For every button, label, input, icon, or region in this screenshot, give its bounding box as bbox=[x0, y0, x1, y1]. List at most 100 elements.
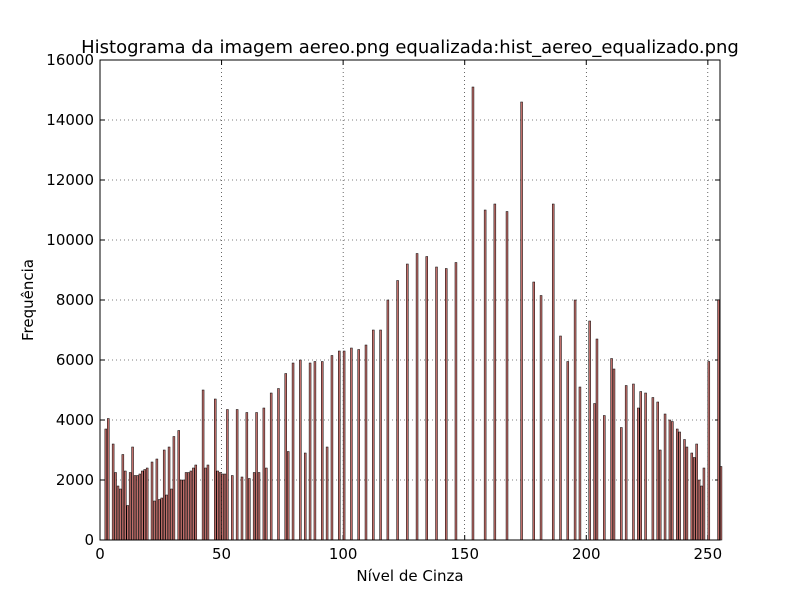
bar bbox=[262, 407, 266, 541]
bar bbox=[668, 419, 672, 541]
bar bbox=[179, 479, 183, 541]
bar bbox=[277, 388, 280, 541]
bar bbox=[245, 412, 249, 541]
bar bbox=[182, 479, 185, 541]
y-tick-label: 8000 bbox=[56, 291, 94, 309]
bar bbox=[194, 464, 198, 541]
bar bbox=[155, 458, 159, 541]
bar bbox=[165, 494, 168, 541]
bar bbox=[299, 359, 302, 541]
bar bbox=[204, 467, 207, 541]
y-tick-label: 14000 bbox=[46, 111, 94, 129]
bar bbox=[104, 428, 108, 541]
bar bbox=[145, 467, 149, 541]
bar bbox=[624, 385, 628, 541]
bar bbox=[116, 485, 120, 541]
bar bbox=[406, 263, 409, 541]
bar bbox=[150, 461, 154, 541]
bar bbox=[269, 392, 273, 541]
bar bbox=[386, 299, 390, 541]
bar bbox=[471, 86, 475, 541]
bar bbox=[678, 431, 681, 541]
bar bbox=[143, 469, 146, 541]
bar bbox=[170, 488, 173, 541]
bar bbox=[588, 320, 591, 541]
y-tick-label: 16000 bbox=[46, 51, 94, 69]
bar bbox=[445, 268, 448, 541]
bar bbox=[240, 476, 244, 541]
bar bbox=[685, 446, 689, 541]
bar bbox=[505, 211, 509, 541]
bar bbox=[342, 350, 346, 541]
bar bbox=[415, 253, 419, 541]
bar bbox=[454, 262, 458, 541]
bar bbox=[610, 358, 613, 541]
bar bbox=[364, 344, 368, 541]
bar bbox=[131, 446, 134, 541]
bar bbox=[651, 397, 655, 541]
bar bbox=[559, 335, 562, 541]
bar bbox=[578, 386, 582, 541]
bar bbox=[218, 472, 222, 541]
bar bbox=[226, 409, 229, 541]
bar bbox=[257, 472, 261, 541]
bar bbox=[313, 361, 317, 541]
bar bbox=[201, 389, 205, 541]
bar bbox=[308, 362, 312, 541]
bar bbox=[671, 421, 674, 541]
bar bbox=[425, 256, 428, 541]
bar bbox=[284, 373, 287, 541]
bar bbox=[248, 478, 251, 541]
bar bbox=[632, 383, 635, 541]
bar bbox=[357, 349, 360, 541]
bar bbox=[265, 467, 268, 541]
bar bbox=[160, 497, 163, 541]
bar bbox=[330, 355, 334, 541]
bar bbox=[675, 428, 679, 541]
bar bbox=[639, 391, 642, 541]
bar bbox=[566, 361, 570, 541]
bar bbox=[573, 299, 577, 541]
bar bbox=[216, 470, 219, 541]
bar bbox=[286, 451, 290, 541]
bar bbox=[223, 473, 227, 541]
bar bbox=[693, 457, 696, 541]
bar bbox=[658, 449, 662, 541]
bar bbox=[551, 203, 555, 541]
bar bbox=[162, 449, 166, 541]
bar bbox=[231, 475, 234, 541]
x-tick-label: 150 bbox=[450, 545, 479, 563]
x-tick-label: 50 bbox=[212, 545, 231, 563]
y-tick-label: 12000 bbox=[46, 171, 94, 189]
bar bbox=[620, 427, 623, 541]
bar bbox=[350, 347, 353, 541]
bar bbox=[700, 485, 703, 541]
bar bbox=[177, 430, 180, 541]
bar bbox=[603, 415, 606, 541]
bar bbox=[717, 299, 720, 541]
bar bbox=[206, 464, 210, 541]
bar bbox=[697, 479, 701, 541]
bar bbox=[493, 203, 497, 541]
bar bbox=[612, 368, 616, 541]
bar bbox=[707, 361, 711, 541]
bar bbox=[539, 295, 543, 541]
y-tick-label: 10000 bbox=[46, 231, 94, 249]
bar bbox=[133, 475, 137, 541]
bar bbox=[644, 392, 647, 541]
bar bbox=[595, 338, 599, 541]
y-axis-label: Frequência bbox=[19, 259, 37, 341]
bar bbox=[325, 446, 329, 541]
bar bbox=[291, 362, 295, 541]
bar bbox=[593, 403, 596, 541]
bar bbox=[695, 443, 698, 541]
bar bbox=[235, 409, 239, 541]
bar bbox=[396, 280, 399, 541]
bar bbox=[138, 473, 142, 541]
bar bbox=[520, 101, 523, 541]
bar bbox=[656, 401, 659, 541]
x-tick-label: 250 bbox=[694, 545, 723, 563]
bar bbox=[187, 472, 190, 541]
